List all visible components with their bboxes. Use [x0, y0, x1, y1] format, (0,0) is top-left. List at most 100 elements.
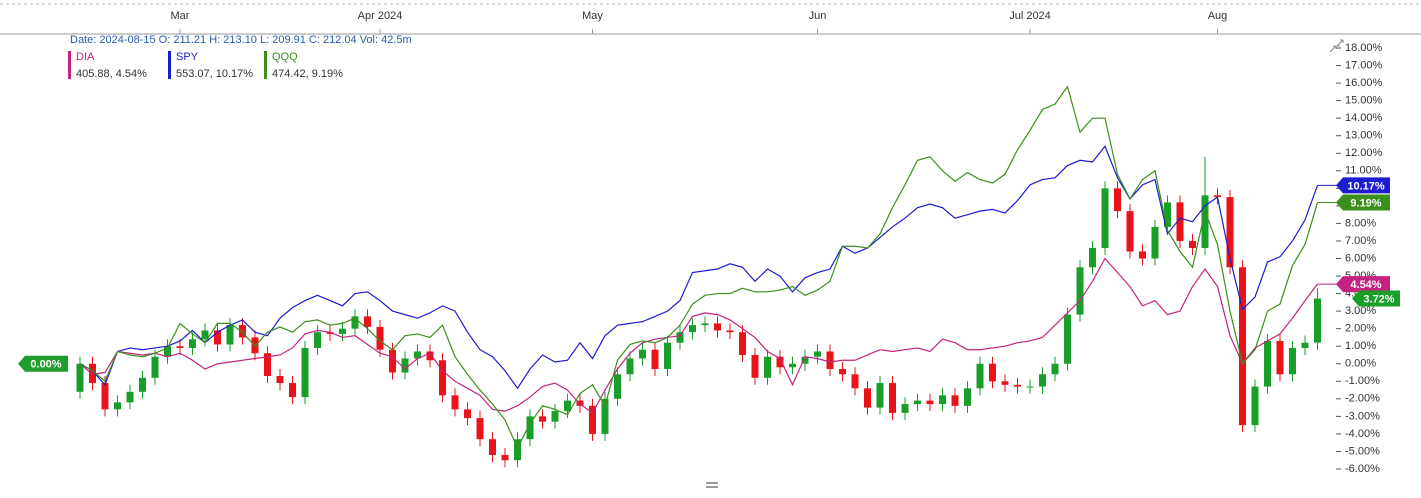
candle-body: [1189, 240, 1196, 248]
candle-body: [551, 411, 559, 422]
candle-body: [1164, 202, 1171, 227]
candle-body: [1276, 340, 1284, 375]
candle-body: [851, 374, 859, 389]
candle-body: [239, 325, 246, 338]
series-tag-shape: [1336, 276, 1390, 293]
y-tick-label: -3.00%: [1345, 410, 1380, 422]
candle-body: [101, 383, 109, 410]
candle-body: [464, 409, 471, 419]
candle-body: [601, 398, 609, 434]
y-tick-label: 12.00%: [1345, 147, 1383, 159]
start-tag: 0.00%: [30, 359, 61, 371]
candle-body: [414, 351, 421, 359]
candle-body: [1314, 298, 1321, 343]
legend-swatch: [168, 51, 171, 79]
candle-body: [739, 332, 746, 355]
y-tick-label: 18.00%: [1345, 42, 1383, 54]
y-tick-label: 8.00%: [1345, 217, 1376, 229]
candle-body: [1151, 226, 1159, 259]
candle-body: [376, 326, 384, 350]
candle-body: [826, 351, 834, 370]
x-tick-label: Mar: [171, 10, 190, 22]
candle-body: [776, 356, 784, 368]
candle-body: [401, 358, 409, 373]
y-tick-label: 0.00%: [1345, 358, 1376, 370]
candle-body: [1239, 267, 1246, 426]
candle-body: [526, 416, 534, 440]
candle-body: [151, 356, 159, 378]
candle-body: [1264, 340, 1271, 387]
candle-body: [1026, 386, 1034, 388]
resize-handle[interactable]: [706, 482, 718, 488]
candle-body: [1214, 195, 1221, 198]
candle-body: [326, 332, 334, 334]
y-tick-label: 16.00%: [1345, 77, 1383, 89]
candle-body: [1114, 188, 1121, 212]
candle-body: [1051, 363, 1059, 375]
y-tick-label: -4.00%: [1345, 428, 1380, 440]
candle-body: [864, 388, 871, 408]
candle-body: [726, 330, 734, 333]
y-tick-label: 1.00%: [1345, 340, 1376, 352]
candle-body: [876, 383, 884, 408]
candle-body: [964, 388, 971, 406]
candle-body: [589, 405, 596, 434]
candle-body: [564, 400, 571, 412]
candle-tag: 3.72%: [1363, 293, 1394, 305]
y-tick-label: 17.00%: [1345, 59, 1383, 71]
candle-body: [639, 349, 646, 359]
candle-body: [314, 332, 321, 348]
y-tick-label: -6.00%: [1345, 463, 1380, 475]
candle-body: [439, 360, 446, 396]
candle-body: [676, 332, 684, 343]
legend-name: QQQ: [272, 51, 298, 63]
candle-body: [989, 363, 996, 382]
candle-body: [801, 356, 809, 364]
x-tick-label: May: [582, 10, 603, 22]
expand-icon[interactable]: [1329, 39, 1344, 53]
candle-body: [276, 376, 284, 384]
plot: [76, 85, 1321, 468]
series-line: [79, 257, 1318, 414]
candle-body: [114, 402, 121, 410]
candle-body: [1076, 267, 1084, 315]
legend-value: 553.07, 10.17%: [176, 68, 253, 80]
candle-body: [226, 325, 234, 345]
candle-body: [289, 383, 296, 398]
candle-body: [789, 363, 796, 368]
candle-body: [539, 416, 546, 422]
candle-body: [1289, 347, 1296, 375]
y-tick-label: 15.00%: [1345, 95, 1383, 107]
legend-name: SPY: [176, 51, 199, 63]
x-tick-label: Jun: [809, 10, 827, 22]
candle-body: [751, 354, 759, 378]
series-tag: 10.17%: [1347, 180, 1385, 192]
candle-body: [476, 418, 484, 440]
y-tick-label: 2.00%: [1345, 323, 1376, 335]
candle-body: [1039, 374, 1046, 387]
y-tick-label: 14.00%: [1345, 112, 1383, 124]
candle-body: [1251, 386, 1259, 426]
start-tag-shape: [18, 355, 68, 372]
y-tick-label: 13.00%: [1345, 130, 1383, 142]
candle-body: [1101, 188, 1109, 248]
y-tick-label: 11.00%: [1345, 165, 1382, 177]
candle-body: [614, 374, 621, 399]
candle-body: [1126, 211, 1134, 252]
candle-tag-shape: [1352, 290, 1400, 307]
candle-body: [1139, 251, 1146, 259]
ohlc-header: Date: 2024-08-15 O: 211.21 H: 213.10 L: …: [70, 34, 412, 46]
candle-body: [814, 351, 821, 357]
candle-body: [914, 400, 921, 405]
candle-body: [626, 358, 634, 375]
y-tick-label: 6.00%: [1345, 252, 1376, 264]
candle-body: [451, 395, 459, 410]
candle-body: [489, 439, 496, 455]
candle-body: [389, 349, 396, 373]
series-tag: 4.54%: [1350, 279, 1381, 291]
candle-body: [426, 351, 434, 361]
candle-body: [501, 454, 509, 461]
candle-body: [351, 316, 359, 329]
